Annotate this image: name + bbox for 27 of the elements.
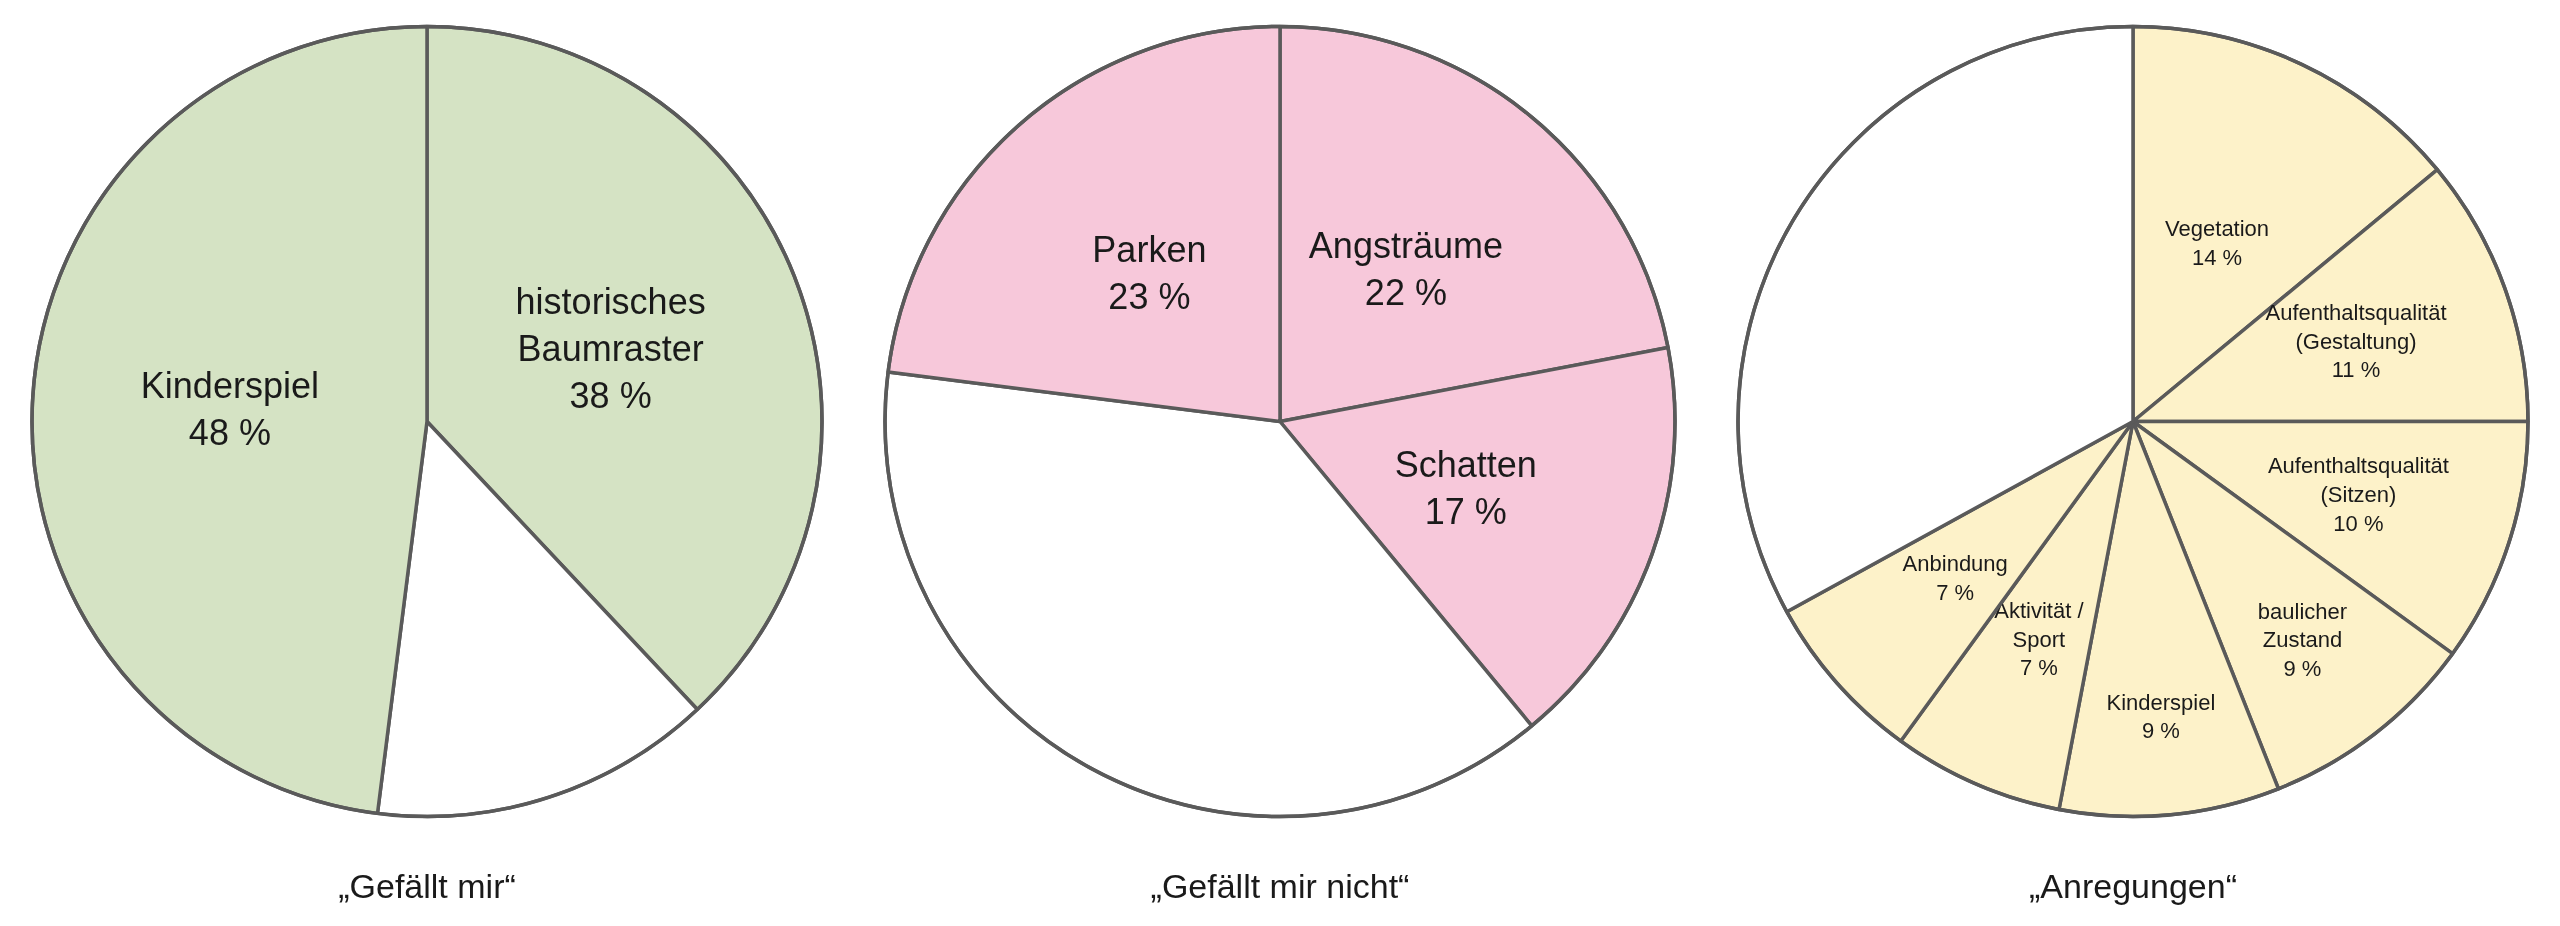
slice-label: Kinderspiel: [2106, 689, 2216, 715]
slice-label: Aufenthaltsqualität (Sitzen): [2267, 453, 2449, 508]
data-label: 11 %: [2331, 357, 2381, 383]
text: „Anregungen“: [2029, 866, 2237, 905]
data-label: 9 %: [2141, 718, 2180, 744]
data-label: 10 %: [2333, 510, 2384, 536]
slice-label: Kinderspiel: [140, 365, 319, 407]
data-label: 22 %: [1364, 272, 1447, 314]
data-label: 7 %: [1936, 580, 1975, 606]
slice-label: baulicher Zustand: [2257, 598, 2348, 653]
data-label: 14 %: [2192, 244, 2243, 270]
data-label: 7 %: [2019, 655, 2058, 681]
text: „Gefällt mir“: [338, 866, 516, 905]
data-label: 9 %: [2283, 656, 2322, 682]
slice-label: Angsträume: [1308, 225, 1503, 267]
slice-label: Anbindung: [1902, 551, 2008, 577]
slice-label: Aufenthaltsqualität (Gestaltung): [2265, 299, 2447, 354]
slice-label: historisches Baumraster: [515, 281, 706, 370]
data-label: 17 %: [1424, 491, 1507, 533]
slice-label: Aktivität / Sport: [1994, 597, 2085, 652]
data-label: 38 %: [569, 375, 652, 417]
text: „Gefällt mir nicht“: [1150, 866, 1410, 905]
slice-label: Vegetation: [2165, 215, 2270, 241]
data-label: 48 %: [188, 412, 271, 454]
slice-label: Parken: [1092, 229, 1207, 271]
data-label: 23 %: [1108, 276, 1191, 318]
slice-label: Schatten: [1394, 444, 1537, 486]
